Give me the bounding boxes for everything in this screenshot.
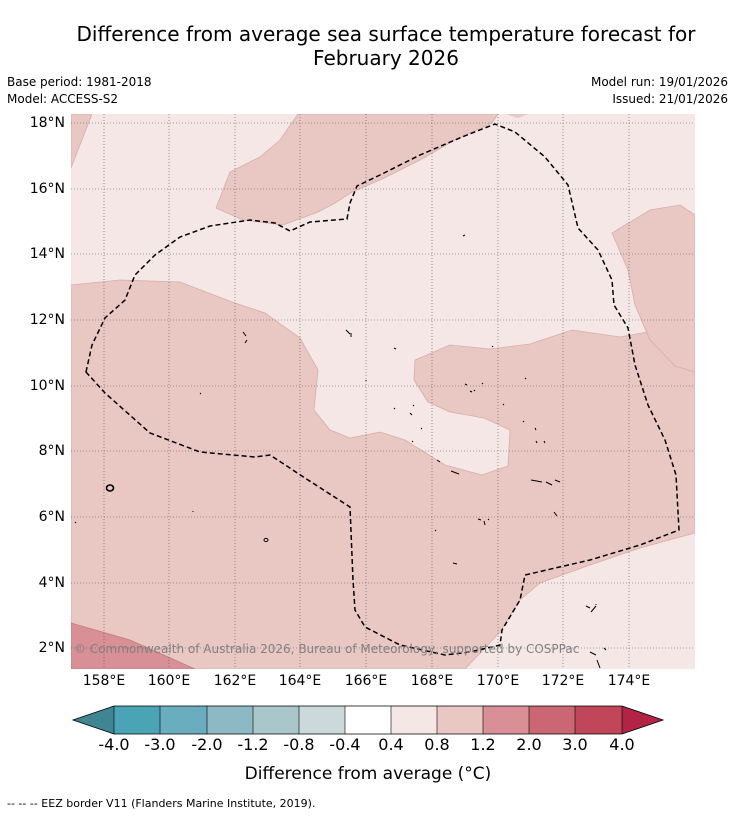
colorbar-label: -2.0 — [191, 735, 223, 754]
lon-label-172e: 172°E — [541, 673, 585, 689]
lat-label-8n: 8°N — [38, 443, 65, 459]
lat-label-10n: 10°N — [29, 378, 65, 394]
lat-label-14n: 14°N — [29, 246, 65, 262]
anomaly-region-east — [611, 204, 695, 373]
colorbar-bin-9 — [483, 706, 529, 734]
anomaly-region-central-south — [71, 279, 695, 669]
lat-label-6n: 6°N — [38, 509, 65, 525]
colorbar-extend-low — [73, 706, 114, 734]
colorbar-label: 4.0 — [609, 735, 635, 754]
model-run: Model run: 19/01/2026 — [590, 75, 728, 89]
lon-label-168e: 168°E — [410, 673, 454, 689]
map-area[interactable]: © Commonwealth of Australia 2026, Bureau… — [71, 114, 695, 669]
eez-footnote: -- -- -- EEZ border V11 (Flanders Marine… — [7, 797, 316, 810]
lon-label-162e: 162°E — [213, 673, 257, 689]
meta-left: Base period: 1981-2018 Model: ACCESS-S2 — [7, 74, 152, 108]
lon-label-158e: 158°E — [82, 673, 126, 689]
colorbar-label: 3.0 — [562, 735, 588, 754]
colorbar-label: -3.0 — [144, 735, 176, 754]
colorbar-label: -1.2 — [237, 735, 269, 754]
colorbar-bin-7 — [391, 706, 437, 734]
gridlines — [71, 114, 695, 669]
colorbar-bin-1 — [114, 706, 160, 734]
anomaly-region-north-small — [505, 114, 528, 118]
colorbar-bin-8 — [437, 706, 483, 734]
lat-label-16n: 16°N — [29, 181, 65, 197]
model-name: Model: ACCESS-S2 — [7, 92, 119, 106]
colorbar-bin-10 — [529, 706, 575, 734]
anomaly-region-northwest — [71, 114, 93, 169]
lat-label-18n: 18°N — [29, 115, 65, 131]
colorbar-extend-high — [622, 706, 663, 734]
islands — [74, 234, 607, 669]
colorbar — [71, 705, 665, 735]
colorbar-bin-3 — [207, 706, 253, 734]
colorbar-label: 1.2 — [470, 735, 496, 754]
lat-label-2n: 2°N — [38, 640, 65, 656]
map-credit: © Commonwealth of Australia 2026, Bureau… — [74, 642, 579, 656]
eez-border — [85, 123, 680, 656]
colorbar-label: -4.0 — [98, 735, 130, 754]
lat-label-12n: 12°N — [29, 312, 65, 328]
lon-label-170e: 170°E — [476, 673, 520, 689]
colorbar-bin-11 — [575, 706, 622, 734]
meta-right: Model run: 19/01/2026 Issued: 21/01/2026 — [591, 74, 728, 108]
lon-label-160e: 160°E — [147, 673, 191, 689]
colorbar-label: 0.4 — [378, 735, 404, 754]
lat-label-4n: 4°N — [38, 575, 65, 591]
colorbar-bin-6 — [345, 706, 391, 734]
title-line-2: February 2026 — [313, 46, 459, 70]
chart-title: Difference from average sea surface temp… — [0, 22, 736, 70]
lon-label-164e: 164°E — [278, 673, 322, 689]
colorbar-title: Difference from average (°C) — [244, 764, 492, 784]
title-line-1: Difference from average sea surface temp… — [76, 22, 696, 46]
lon-label-174e: 174°E — [607, 673, 651, 689]
colorbar-bin-4 — [253, 706, 299, 734]
lon-label-166e: 166°E — [344, 673, 388, 689]
anomaly-region-southwest-warm — [71, 622, 196, 669]
colorbar-bin-5 — [299, 706, 345, 734]
colorbar-label: 2.0 — [516, 735, 542, 754]
colorbar-label: -0.4 — [329, 735, 361, 754]
anomaly-region-north — [215, 114, 499, 226]
colorbar-bin-2 — [160, 706, 207, 734]
issued-date: Issued: 21/01/2026 — [612, 92, 728, 106]
colorbar-label: -0.8 — [283, 735, 315, 754]
colorbar-label: 0.8 — [424, 735, 450, 754]
base-period: Base period: 1981-2018 — [7, 75, 152, 89]
